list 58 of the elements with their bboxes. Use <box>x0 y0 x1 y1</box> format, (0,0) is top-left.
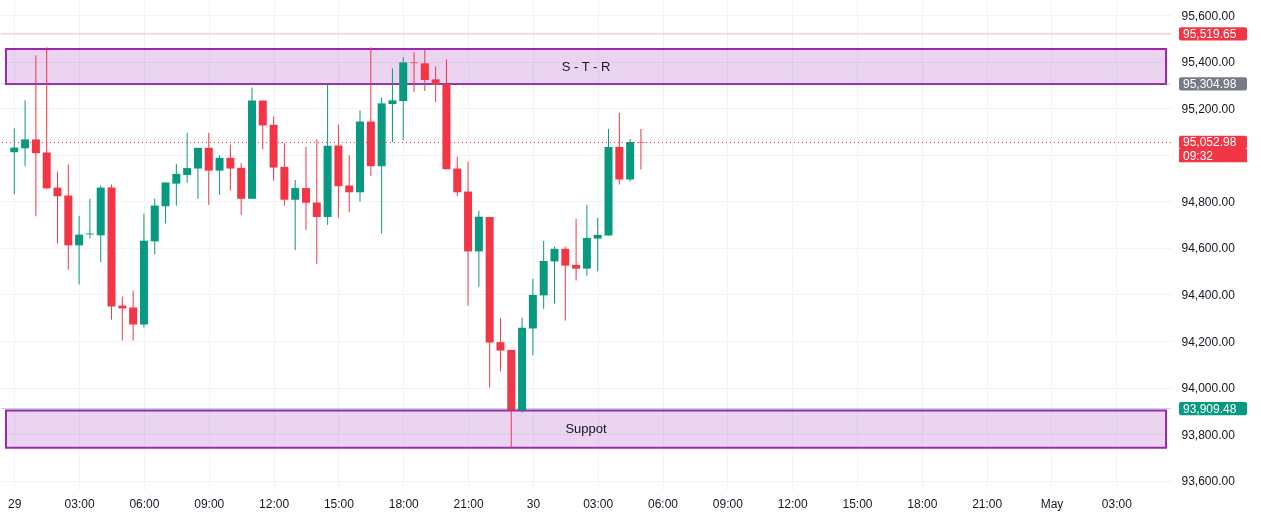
x-tick-label: 09:00 <box>194 496 225 511</box>
y-tick-label: 93,800.00 <box>1181 427 1236 442</box>
x-tick-label: 21:00 <box>972 496 1003 511</box>
candlestick <box>291 179 300 251</box>
candlestick <box>215 154 224 196</box>
x-tick-label: 18:00 <box>907 496 938 511</box>
x-tick-label: 21:00 <box>453 496 484 511</box>
candlestick <box>561 246 570 322</box>
y-tick-label: 93,600.00 <box>1181 474 1236 489</box>
y-tick-label: 94,000.00 <box>1181 381 1236 396</box>
candlestick <box>420 48 429 92</box>
y-tick-label: 94,400.00 <box>1181 287 1236 302</box>
candlestick <box>301 146 310 231</box>
x-tick-label: 12:00 <box>777 496 809 511</box>
x-tick-label: 30 <box>526 496 541 511</box>
x-tick-label: 15:00 <box>323 496 355 511</box>
ref-line-label: 95,519.65 <box>1183 26 1237 41</box>
x-tick-label: 03:00 <box>64 496 95 511</box>
candlestick <box>172 163 181 207</box>
candlestick <box>161 182 170 224</box>
candlestick <box>85 198 94 239</box>
candlestick <box>183 132 192 184</box>
x-tick-label: 29 <box>8 496 22 511</box>
candlestick <box>593 217 602 272</box>
y-tick-label: 95,600.00 <box>1181 8 1236 23</box>
candlestick <box>550 246 559 305</box>
candlestick <box>410 51 419 93</box>
x-tick-label: 18:00 <box>388 496 420 511</box>
candlestick <box>75 215 84 285</box>
candlestick <box>388 67 397 143</box>
candlestick <box>193 147 202 200</box>
x-tick-label: May <box>1040 496 1064 511</box>
y-tick-label: 94,800.00 <box>1181 194 1236 209</box>
candlestick <box>496 317 505 373</box>
x-tick-label: 06:00 <box>129 496 160 511</box>
text: 09:32 <box>1183 148 1214 163</box>
candlestick <box>431 65 440 103</box>
y-tick-label: 94,600.00 <box>1181 241 1236 256</box>
y-tick-label: 95,400.00 <box>1181 55 1236 70</box>
candlestick <box>53 171 62 244</box>
x-tick-label: 15:00 <box>842 496 873 511</box>
candlestick <box>129 290 138 342</box>
ref-line-label: 95,304.98 <box>1183 76 1237 91</box>
candlestick <box>21 99 30 167</box>
candlestick <box>226 144 235 192</box>
y-tick-label: 95,200.00 <box>1181 101 1236 116</box>
band-label: S - T - R <box>561 58 611 74</box>
candlestick <box>453 156 462 197</box>
y-tick-label: 94,200.00 <box>1181 334 1236 349</box>
x-tick-label: 03:00 <box>583 496 614 511</box>
x-tick-label: 09:00 <box>712 496 744 511</box>
ref-line-label: 95,052.98 <box>1183 135 1237 150</box>
x-tick-label: 12:00 <box>259 496 290 511</box>
band-label: Suppot <box>565 421 607 437</box>
candlestick <box>572 218 581 281</box>
x-tick-label: 06:00 <box>648 496 679 511</box>
ref-line-label: 93,909.48 <box>1183 401 1237 416</box>
x-tick-label: 03:00 <box>1101 496 1133 511</box>
